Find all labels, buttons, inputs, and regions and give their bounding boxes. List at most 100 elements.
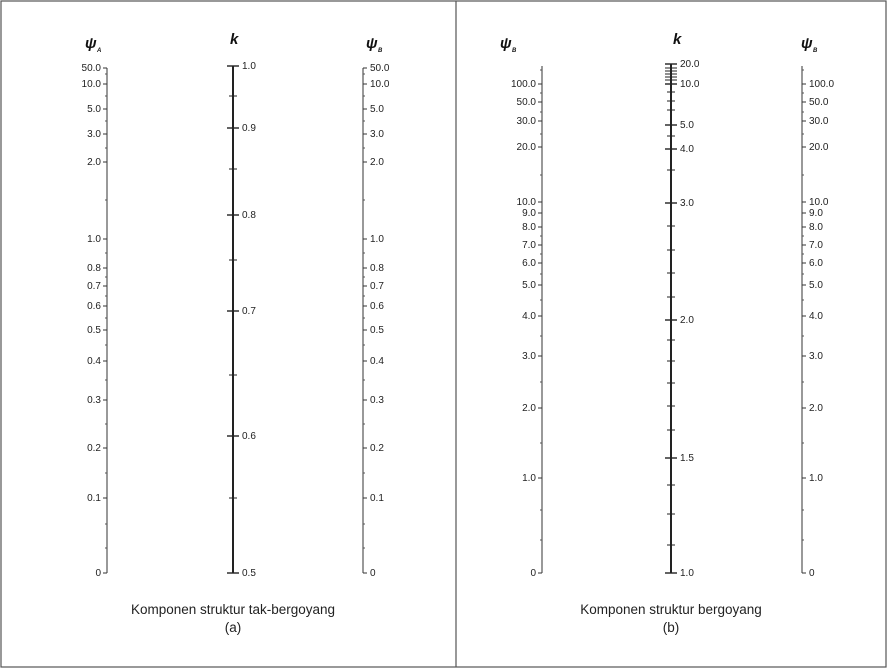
tick-label: 3.0 (809, 351, 823, 362)
panel-b: ψ B k ψ B 100.0 50.0 (500, 31, 834, 635)
panel-a-left-ticks (103, 67, 107, 574)
tick-label: 20.0 (680, 59, 700, 70)
panel-a-right-ticks (363, 67, 367, 574)
tick-label: 1.0 (370, 234, 384, 245)
panel-b-left-ticks (538, 69, 542, 574)
tick-label: 0.1 (87, 493, 101, 504)
tick-label: 3.0 (370, 129, 384, 140)
tick-label: 3.0 (680, 198, 694, 209)
tick-label: 0.6 (87, 301, 101, 312)
panel-a-label: (a) (225, 620, 242, 635)
tick-label: 4.0 (522, 311, 536, 322)
panel-b-right-header-sub: B (813, 48, 818, 54)
tick-label: 50.0 (809, 97, 829, 108)
tick-label: 1.0 (809, 473, 823, 484)
panel-b-caption: Komponen struktur bergoyang (580, 602, 762, 617)
panel-b-label: (b) (663, 620, 680, 635)
panel-a: ψ A k ψ B 50.0 10. (82, 31, 390, 635)
panel-a-left-labels: 50.0 10.0 5.0 3.0 2.0 1.0 0.8 0.7 0.6 0.… (82, 63, 102, 579)
tick-label: 4.0 (680, 144, 694, 155)
tick-label: 5.0 (680, 120, 694, 131)
tick-label: 0.7 (87, 281, 101, 292)
panel-a-left-header: ψ (85, 35, 97, 52)
tick-label: 9.0 (809, 208, 823, 219)
tick-label: 8.0 (522, 222, 536, 233)
panel-b-right-ticks (802, 69, 806, 574)
tick-label: 0.7 (370, 281, 384, 292)
tick-label: 2.0 (87, 157, 101, 168)
panel-a-right-header: ψ (366, 35, 378, 52)
tick-label: 0 (809, 568, 815, 579)
panel-a-k-labels: 1.0 0.9 0.8 0.7 0.6 0.5 (242, 61, 256, 579)
tick-label: 50.0 (82, 63, 102, 74)
panel-b-left-header: ψ (500, 35, 512, 52)
tick-label: 0 (530, 568, 536, 579)
tick-label: 0.8 (87, 263, 101, 274)
panel-a-mid-header: k (230, 31, 239, 48)
tick-label: 9.0 (522, 208, 536, 219)
tick-label: 0.6 (242, 431, 256, 442)
tick-label: 0 (370, 568, 376, 579)
tick-label: 0.5 (370, 325, 384, 336)
tick-label: 0.9 (242, 123, 256, 134)
tick-label: 0.2 (87, 443, 101, 454)
tick-label: 7.0 (522, 240, 536, 251)
tick-label: 10.0 (517, 197, 537, 208)
tick-label: 1.0 (522, 473, 536, 484)
tick-label: 0.4 (87, 356, 101, 367)
tick-label: 5.0 (87, 104, 101, 115)
tick-label: 5.0 (522, 280, 536, 291)
panel-b-left-labels: 100.0 50.0 30.0 20.0 10.0 9.0 8.0 7.0 6.… (511, 79, 536, 579)
panel-b-left-header-sub: B (512, 48, 517, 54)
tick-label: 5.0 (370, 104, 384, 115)
panel-b-right-header: ψ (801, 35, 813, 52)
tick-label: 0 (95, 568, 101, 579)
tick-label: 0.2 (370, 443, 384, 454)
panel-a-k-ticks (227, 65, 239, 574)
panel-a-left-header-sub: A (96, 48, 101, 54)
tick-label: 10.0 (82, 79, 102, 90)
tick-label: 0.7 (242, 306, 256, 317)
tick-label: 3.0 (522, 351, 536, 362)
tick-label: 1.0 (680, 568, 694, 579)
tick-label: 10.0 (809, 197, 829, 208)
tick-label: 5.0 (809, 280, 823, 291)
tick-label: 2.0 (370, 157, 384, 168)
tick-label: 0.1 (370, 493, 384, 504)
tick-label: 1.0 (242, 61, 256, 72)
panel-b-right-labels: 100.0 50.0 30.0 20.0 10.0 9.0 8.0 7.0 6.… (809, 79, 834, 579)
tick-label: 30.0 (517, 116, 537, 127)
tick-label: 20.0 (517, 142, 537, 153)
tick-label: 0.8 (242, 210, 256, 221)
tick-label: 50.0 (517, 97, 537, 108)
tick-label: 0.5 (87, 325, 101, 336)
tick-label: 10.0 (370, 79, 390, 90)
tick-label: 2.0 (680, 315, 694, 326)
panel-b-mid-header: k (673, 31, 682, 48)
tick-label: 6.0 (809, 258, 823, 269)
tick-label: 100.0 (511, 79, 536, 90)
tick-label: 10.0 (680, 79, 700, 90)
panel-a-caption: Komponen struktur tak-bergoyang (131, 602, 335, 617)
panel-b-k-ticks (665, 63, 677, 574)
tick-label: 0.3 (87, 395, 101, 406)
tick-label: 20.0 (809, 142, 829, 153)
tick-label: 1.0 (87, 234, 101, 245)
tick-label: 7.0 (809, 240, 823, 251)
tick-label: 100.0 (809, 79, 834, 90)
tick-label: 2.0 (522, 403, 536, 414)
tick-label: 2.0 (809, 403, 823, 414)
tick-label: 0.5 (242, 568, 256, 579)
tick-label: 0.4 (370, 356, 384, 367)
panel-a-right-header-sub: B (378, 48, 383, 54)
tick-label: 0.8 (370, 263, 384, 274)
tick-label: 3.0 (87, 129, 101, 140)
tick-label: 4.0 (809, 311, 823, 322)
panel-a-right-labels: 50.0 10.0 5.0 3.0 2.0 1.0 0.8 0.7 0.6 0.… (370, 63, 390, 579)
panel-b-k-labels: 20.0 10.0 5.0 4.0 3.0 2.0 1.5 1.0 (680, 59, 700, 579)
tick-label: 30.0 (809, 116, 829, 127)
tick-label: 8.0 (809, 222, 823, 233)
